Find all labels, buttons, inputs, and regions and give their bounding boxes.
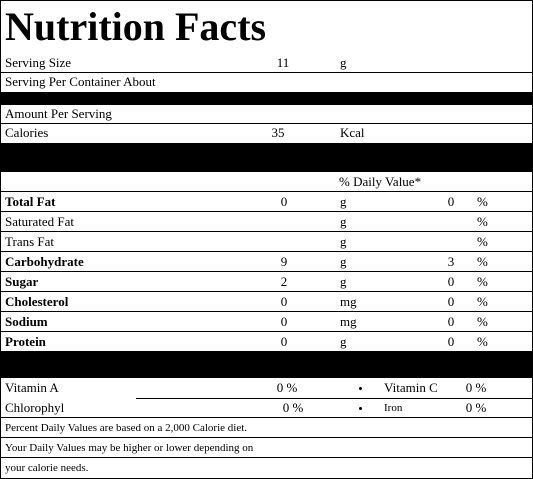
nutrient-name: Sodium	[5, 314, 48, 329]
rule	[1, 437, 532, 438]
vitamin-value: 0 %	[276, 380, 298, 395]
rule	[1, 251, 532, 252]
nutrient-amount: 0	[280, 194, 288, 209]
vitamin-name: Vitamin C	[384, 380, 438, 395]
footnote: your calorie needs.	[5, 462, 89, 474]
nutrient-unit: g	[340, 254, 347, 269]
rule	[1, 211, 532, 212]
nutrient-name: Protein	[5, 334, 46, 349]
daily-value-header: % Daily Value*	[339, 174, 422, 189]
nutrient-unit: g	[340, 274, 347, 289]
rule	[1, 231, 532, 232]
divider-bar	[1, 92, 532, 105]
nutrient-amount: 0	[280, 294, 288, 309]
calories-label: Calories	[5, 125, 49, 140]
footnote: Your Daily Values may be higher or lower…	[5, 442, 254, 454]
nutrient-name: Carbohydrate	[5, 254, 84, 269]
rule	[136, 398, 532, 399]
divider-bar	[1, 143, 532, 172]
calories-value: 35	[271, 125, 285, 140]
rule	[1, 123, 532, 124]
vitamin-name: Vitamin A	[5, 380, 59, 395]
amount-per-serving: Amount Per Serving	[5, 106, 112, 121]
nutrient-unit: g	[340, 194, 347, 209]
nutrient-daily-value: 0	[447, 274, 455, 289]
nutrient-daily-value: 0	[447, 334, 455, 349]
percent-sign: %	[477, 294, 488, 309]
vitamin-name: Iron	[384, 402, 403, 414]
percent-sign: %	[477, 314, 488, 329]
nutrient-daily-value: 0	[447, 194, 455, 209]
nutrient-name: Saturated Fat	[5, 214, 74, 229]
title: Nutrition Facts	[5, 4, 267, 49]
nutrient-amount: 9	[280, 254, 288, 269]
servings-per-container-label: Serving Per Container About	[5, 74, 156, 89]
rule	[1, 331, 532, 332]
percent-sign: %	[477, 334, 488, 349]
nutrient-unit: g	[340, 334, 347, 349]
serving-size-unit: g	[340, 55, 347, 70]
bullet	[359, 407, 362, 410]
divider-bar	[1, 351, 532, 378]
percent-sign: %	[477, 194, 488, 209]
rule	[1, 311, 532, 312]
rule	[1, 457, 532, 458]
nutrient-name: Total Fat	[5, 194, 56, 209]
percent-sign: %	[477, 214, 488, 229]
serving-size-value: 11	[276, 55, 290, 70]
percent-sign: %	[477, 274, 488, 289]
rule	[1, 417, 532, 418]
nutrient-amount: 0	[280, 334, 288, 349]
nutrient-name: Trans Fat	[5, 234, 55, 249]
vitamin-value: 0 %	[465, 380, 487, 395]
rule	[1, 191, 532, 192]
bullet	[359, 387, 362, 390]
footnote: Percent Daily Values are based on a 2,00…	[5, 422, 248, 434]
nutrient-unit: g	[340, 214, 347, 229]
nutrient-unit: g	[340, 234, 347, 249]
nutrient-name: Sugar	[5, 274, 39, 289]
rule	[1, 291, 532, 292]
rule	[1, 271, 532, 272]
nutrient-name: Cholesterol	[5, 294, 69, 309]
nutrient-daily-value: 0	[447, 294, 455, 309]
vitamin-name: Chlorophyl	[5, 400, 65, 415]
rule	[1, 72, 532, 73]
vitamin-value: 0 %	[465, 400, 487, 415]
vitamin-value: 0 %	[282, 400, 304, 415]
percent-sign: %	[477, 254, 488, 269]
nutrient-amount: 0	[280, 314, 288, 329]
nutrient-unit: mg	[340, 294, 357, 309]
serving-size-label: Serving Size	[5, 55, 72, 70]
nutrient-amount: 2	[280, 274, 288, 289]
nutrient-daily-value: 3	[447, 254, 455, 269]
nutrient-unit: mg	[340, 314, 357, 329]
percent-sign: %	[477, 234, 488, 249]
nutrient-daily-value: 0	[447, 314, 455, 329]
calories-unit: Kcal	[340, 125, 365, 140]
